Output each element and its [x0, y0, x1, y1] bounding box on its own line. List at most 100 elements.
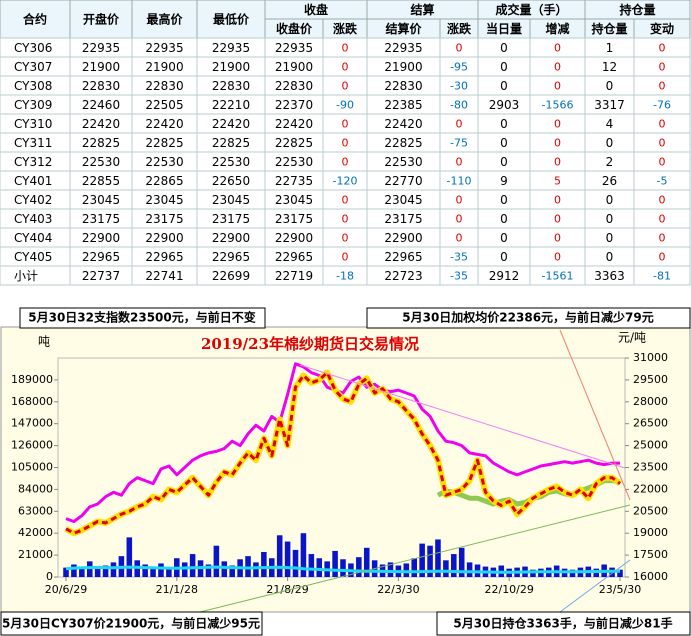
table-text: 0: [456, 42, 463, 55]
x-tick-label: 23/5/30: [599, 583, 641, 596]
table-text: 22723: [384, 269, 422, 283]
table-text: 22420: [275, 117, 313, 131]
table-text: 22830: [82, 79, 120, 93]
table-text: -35: [450, 251, 468, 264]
table-text: 22420: [384, 117, 422, 131]
table-text: 0: [342, 251, 349, 264]
y-tick-label: 0: [46, 570, 53, 583]
table-text: 22825: [82, 136, 120, 150]
table-text: 0: [456, 194, 463, 207]
table-text: -81: [653, 270, 671, 283]
volume-bar: [292, 549, 299, 577]
chart-title: 2019/23年棉纱期货日交易情况: [201, 335, 419, 353]
table-text: 3363: [594, 269, 625, 283]
table-text: 0: [554, 42, 561, 55]
y-tick-label: 126000: [11, 439, 53, 452]
header-text: 合约: [23, 12, 47, 27]
table-text: 22420: [212, 117, 250, 131]
volume-bar: [356, 557, 362, 577]
table-text: 4: [606, 117, 614, 131]
table-text: 22830: [384, 79, 422, 93]
series-line: [65, 371, 621, 535]
header-text: 持仓量: [619, 2, 655, 17]
note-box: [366, 307, 691, 329]
table-text: 22825: [212, 136, 250, 150]
series-line: [65, 565, 621, 574]
table-text: 0: [500, 136, 508, 150]
table-text: CY306: [14, 41, 52, 55]
table-text: CY309: [14, 98, 52, 112]
y2-tick-label: 17500: [633, 548, 668, 561]
table-text: 0: [456, 118, 463, 131]
trend-line: [559, 559, 631, 613]
table-text: 22965: [275, 250, 313, 264]
trend-line: [559, 329, 631, 501]
header-text: 最低价: [213, 12, 250, 27]
volume-bar: [569, 569, 576, 577]
table-text: 0: [342, 213, 349, 226]
table-text: 23045: [82, 193, 120, 207]
table-text: 3317: [594, 98, 625, 112]
volume-bar: [213, 545, 220, 577]
header-text: 最高价: [146, 12, 183, 27]
volume-bar: [126, 537, 133, 577]
y-tick-label: 189000: [11, 373, 53, 386]
table-text: 0: [606, 136, 614, 150]
note-box: [436, 611, 691, 636]
table-text: 22825: [384, 136, 422, 150]
table-text: CY307: [14, 60, 52, 74]
table-text: 0: [554, 61, 561, 74]
table-text: 2912: [489, 269, 520, 283]
volume-bar: [443, 560, 449, 577]
table-text: 0: [342, 156, 349, 169]
table-text: 0: [554, 80, 561, 93]
note-box: [19, 307, 266, 329]
table-text: 0: [659, 251, 666, 264]
table-text: 21900: [82, 60, 120, 74]
header-text: 涨跌: [447, 21, 472, 36]
volume-bar: [300, 533, 307, 577]
table-text: 0: [606, 212, 614, 226]
table-text: CY311: [14, 136, 52, 150]
y2-tick-label: 29500: [633, 373, 668, 386]
table-text: 22830: [275, 79, 313, 93]
table-text: 0: [500, 212, 508, 226]
volume-bar: [316, 558, 323, 577]
table-text: 0: [659, 42, 666, 55]
table-text: 26: [602, 174, 617, 188]
table-text: 23175: [82, 212, 120, 226]
table-text: 0: [500, 231, 508, 245]
volume-bar: [411, 558, 417, 577]
trend-line: [199, 504, 631, 613]
table-text: CY403: [14, 212, 52, 226]
table-text: 21900: [145, 60, 183, 74]
y2-tick-label: 26500: [633, 417, 668, 430]
table-text: 23045: [145, 193, 183, 207]
volume-bar: [466, 562, 473, 577]
table-text: 22735: [275, 174, 313, 188]
note: 5月30日CY307价21900元，与前日减少95元: [2, 616, 260, 631]
trend-line: [299, 364, 626, 469]
table-text: 23175: [145, 212, 183, 226]
header-text: 结算: [410, 2, 434, 17]
table-text: 0: [659, 61, 666, 74]
volume-bar: [229, 565, 235, 577]
table-text: 23175: [384, 212, 422, 226]
table-text: 5: [554, 175, 561, 188]
table-text: 0: [659, 118, 666, 131]
y-tick-label: 42000: [18, 526, 53, 539]
table-text: 22865: [145, 174, 183, 188]
y2-tick-label: 23500: [633, 461, 668, 474]
table-text: CY308: [14, 79, 52, 93]
table-text: -90: [336, 99, 354, 112]
plot: 0 21000 42000 63000 84000 105000 126000 147000 1…: [11, 351, 668, 596]
table-text: 22530: [145, 155, 183, 169]
table-text: 22935: [145, 41, 183, 55]
table-text: 22530: [82, 155, 120, 169]
table-text: 0: [554, 251, 561, 264]
table-text: 0: [554, 118, 561, 131]
table-text: 0: [342, 194, 349, 207]
table-text: 22855: [82, 174, 120, 188]
table-text: 22370: [275, 98, 313, 112]
